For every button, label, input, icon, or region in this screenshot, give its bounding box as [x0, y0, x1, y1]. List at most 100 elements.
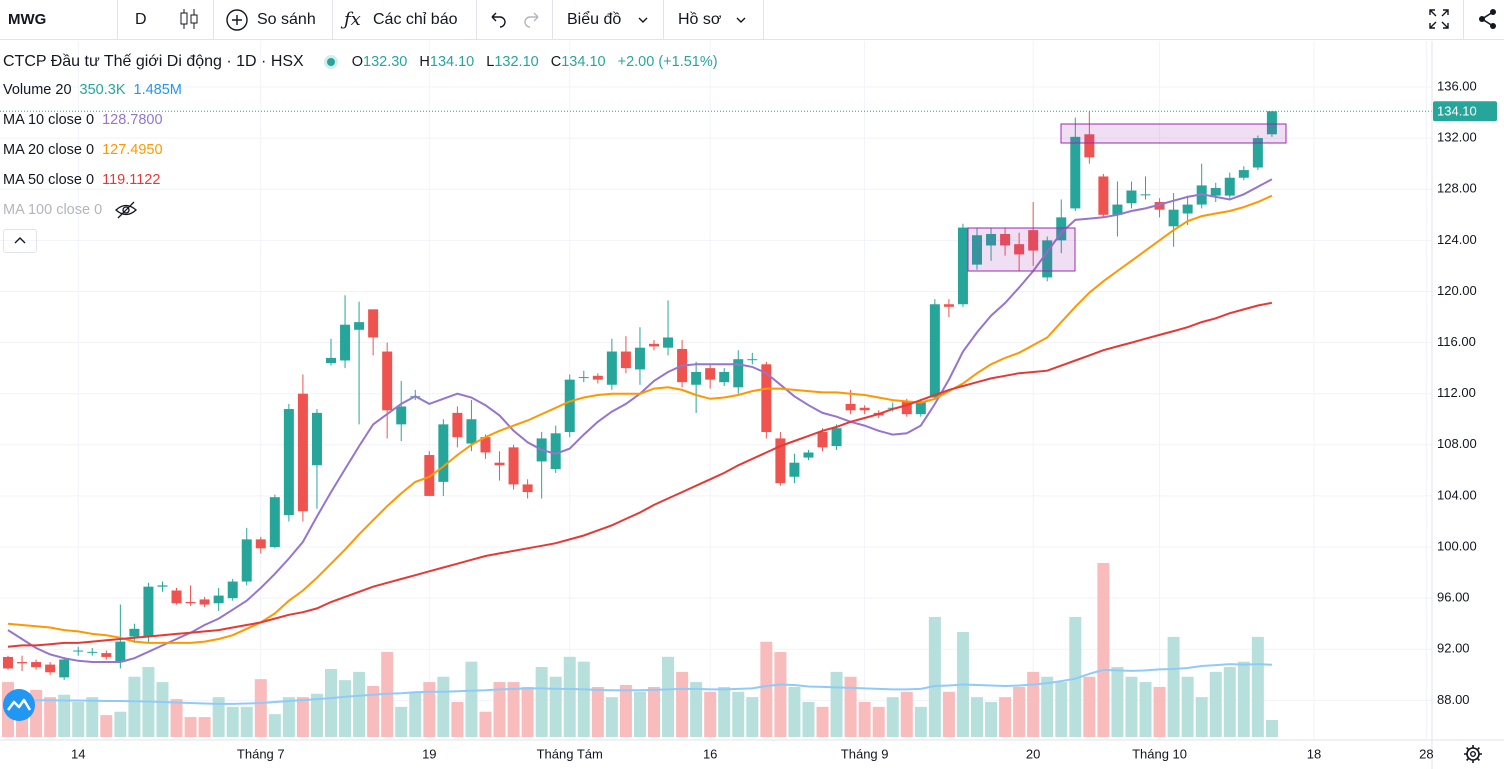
symbol[interactable]: MWG — [8, 11, 47, 28]
y-tick-label: 124.00 — [1437, 232, 1477, 247]
candle-body — [101, 653, 112, 657]
ohlc-value: 132.10 — [494, 54, 539, 70]
y-tick-label: 92.00 — [1437, 641, 1470, 656]
volume-bar — [704, 691, 717, 737]
candle-body — [1238, 170, 1249, 178]
candle-body — [648, 343, 659, 347]
interval[interactable]: D — [135, 10, 147, 28]
candle-body — [775, 438, 786, 484]
candle-body — [845, 403, 856, 411]
candle-body — [45, 664, 56, 673]
candle-body — [213, 595, 224, 604]
ohlc-label: C — [550, 54, 562, 70]
volume-bar — [44, 697, 57, 737]
grid — [0, 41, 1432, 740]
compare-icon[interactable] — [224, 7, 250, 46]
separator — [476, 0, 477, 39]
volume-bar — [58, 694, 71, 737]
profile-button[interactable]: Hồ sơ — [678, 10, 722, 28]
x-tick-label: 14 — [71, 746, 85, 761]
volume-bar — [156, 682, 169, 737]
volume-bar — [690, 682, 703, 737]
candle-body — [452, 412, 463, 438]
toolbar: MWG D So sánh ƒx Các chỉ báo Biểu đồ Hồ … — [0, 0, 1504, 40]
candle-body — [1168, 209, 1179, 227]
candle-body — [957, 227, 968, 305]
price-pane — [0, 110, 1432, 680]
settings-icon[interactable] — [1464, 745, 1482, 763]
hidden-eye-icon[interactable] — [114, 200, 138, 220]
volume-bar — [339, 680, 352, 737]
volume-bar — [521, 686, 534, 737]
y-tick-label: 100.00 — [1437, 538, 1477, 553]
volume-bar — [325, 668, 338, 737]
candle-body — [817, 432, 828, 448]
x-tick-label: Tháng Tám — [537, 746, 603, 761]
candle-body — [915, 401, 926, 415]
y-tick-label: 132.00 — [1437, 130, 1477, 145]
candle-body — [297, 393, 308, 512]
candle-body — [634, 347, 645, 370]
fullscreen-icon[interactable] — [1427, 7, 1451, 46]
volume-pane — [2, 563, 1278, 737]
rectangle-drawing[interactable] — [967, 227, 1076, 272]
volume-bar — [409, 691, 422, 737]
ohlc-value: 132.30 — [363, 54, 408, 70]
volume-bar — [605, 697, 618, 737]
chart-type-button[interactable]: Biểu đồ — [567, 10, 622, 28]
volume-bar — [718, 686, 731, 737]
indicators-icon[interactable]: ƒx — [344, 9, 361, 30]
logo[interactable] — [3, 689, 35, 721]
candle-body — [326, 357, 337, 364]
candle-body — [382, 351, 393, 411]
volume-bar — [170, 699, 183, 737]
volume-bar — [633, 691, 646, 737]
separator — [663, 0, 664, 39]
volume-bar — [310, 693, 323, 737]
x-tick-label: Tháng 7 — [237, 746, 285, 761]
volume-bar — [72, 702, 85, 737]
volume-bar — [1069, 616, 1082, 737]
separator — [763, 0, 764, 39]
ma-legend: MA 10 close 0 128.7800 — [3, 110, 163, 130]
volume-bar — [1167, 636, 1180, 737]
ma-legend: MA 50 close 0 119.1122 — [3, 170, 160, 190]
candle-body — [606, 351, 617, 385]
candle-body — [620, 351, 631, 369]
volume-bar — [1265, 719, 1278, 737]
candle-body — [368, 309, 379, 338]
volume-bar — [86, 697, 99, 737]
candle-body — [1252, 138, 1263, 168]
volume-bar — [535, 667, 548, 737]
legend-value: 128.7800 — [102, 112, 163, 128]
y-tick-label: 104.00 — [1437, 487, 1477, 502]
candle-body — [73, 650, 84, 652]
chevron — [638, 17, 648, 23]
candle-body — [115, 641, 126, 663]
indicators-button[interactable]: Các chỉ báo — [373, 10, 458, 28]
candle-body — [971, 235, 982, 265]
candle-body — [340, 324, 351, 361]
candle-body — [761, 364, 772, 433]
rectangle-drawing[interactable] — [1060, 123, 1287, 144]
volume-bar — [999, 697, 1012, 737]
collapse-legend-button[interactable] — [3, 229, 37, 253]
candle-body — [986, 233, 997, 246]
compare-button[interactable]: So sánh — [257, 10, 316, 28]
chart-style-icon[interactable] — [178, 5, 200, 44]
candle-body — [1028, 230, 1039, 251]
volume-bar — [1139, 682, 1152, 737]
volume-bar — [268, 714, 281, 737]
candle-body — [1084, 134, 1095, 158]
candle-body — [859, 407, 870, 411]
candle-body — [311, 412, 322, 466]
legend-name: MA 50 close 0 — [3, 172, 95, 188]
share-icon[interactable] — [1476, 7, 1500, 46]
volume-bar — [577, 661, 590, 737]
volume-bar — [184, 717, 197, 737]
candle-body — [747, 359, 758, 361]
legend-value: 119.1122 — [102, 172, 161, 188]
candle-body — [87, 651, 98, 653]
undo-redo[interactable] — [486, 8, 546, 47]
